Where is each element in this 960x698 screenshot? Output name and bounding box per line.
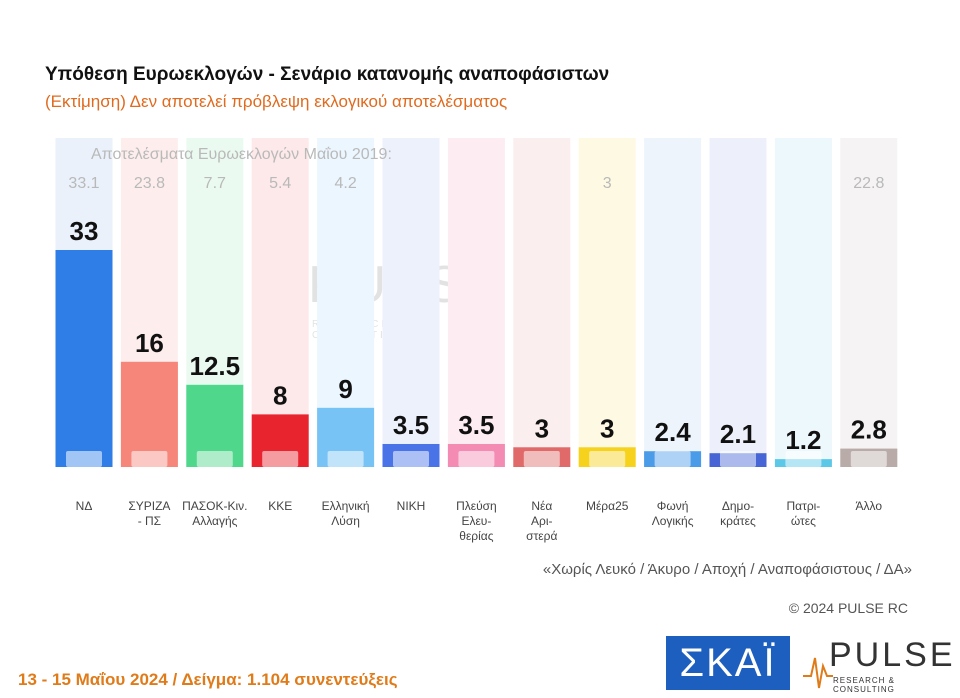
column-background — [774, 138, 832, 467]
chart-subtitle: (Εκτίμηση) Δεν αποτελεί πρόβλεψη εκλογικ… — [45, 92, 508, 111]
category-label: Πλεύση Ελευ-θερίας — [456, 499, 497, 543]
copyright-text: © 2024 PULSE RC — [788, 600, 908, 616]
previous-result-label: 5.4 — [269, 175, 291, 192]
party-logo-icon — [523, 451, 560, 467]
party-logo-icon — [327, 451, 364, 467]
previous-result-label: 23.8 — [134, 175, 165, 192]
party-logo-icon — [654, 451, 691, 467]
party-logo-icon — [785, 451, 822, 467]
category-label: ΣΥΡΙΖΑ - ΠΣ — [128, 499, 170, 528]
party-logo-icon — [458, 451, 495, 467]
value-label: 2.1 — [720, 419, 756, 449]
party-logo-icon — [66, 451, 102, 467]
column-background — [578, 138, 636, 467]
value-label: 3.5 — [393, 410, 429, 440]
category-label: Φωνή Λογικής — [652, 499, 694, 528]
category-label: ΚΚΕ — [268, 499, 292, 513]
value-label: 2.8 — [851, 415, 887, 445]
party-logo-icon — [720, 451, 756, 467]
previous-result-label: 7.7 — [204, 175, 226, 192]
exclusion-note: «Χωρίς Λευκό / Άκυρο / Αποχή / Αναποφάσι… — [542, 561, 912, 578]
category-label: Πατρι-ώτες — [786, 499, 820, 528]
category-label: Δημο-κράτες — [720, 499, 756, 528]
column-background — [447, 138, 505, 467]
column-background — [840, 138, 898, 467]
party-logo-icon — [850, 451, 887, 467]
previous-result-label: 22.8 — [853, 175, 884, 192]
value-label: 8 — [273, 380, 287, 410]
party-logo-icon — [589, 451, 626, 467]
value-label: 1.2 — [785, 425, 821, 455]
party-logo-icon — [393, 451, 429, 467]
category-label: Άλλο — [856, 499, 883, 513]
party-logo-icon — [196, 451, 233, 467]
value-label: 33 — [70, 216, 99, 246]
bar — [120, 361, 178, 467]
previous-result-label: 33.1 — [68, 175, 99, 192]
value-label: 9 — [338, 374, 352, 404]
previous-result-label: 4.2 — [334, 175, 356, 192]
value-label: 12.5 — [189, 351, 240, 381]
category-label: Ελληνική Λύση — [322, 499, 370, 528]
pulse-logo-sub: RESEARCH & CONSULTING — [833, 676, 896, 694]
column-background — [644, 138, 702, 467]
column-background — [513, 138, 571, 467]
previous-result-label: 3 — [603, 175, 612, 192]
survey-dates-sample: 13 - 15 Μαΐου 2024 / Δείγμα: 1.104 συνεν… — [18, 670, 398, 689]
value-label: 3 — [600, 413, 614, 443]
value-label: 3.5 — [458, 410, 494, 440]
value-label: 3 — [535, 413, 549, 443]
category-label: Μέρα25 — [586, 499, 629, 513]
party-logo-icon — [262, 451, 299, 467]
previous-results-label: Αποτελέσματα Ευρωεκλογών Μαΐου 2019: — [91, 146, 392, 163]
column-background — [382, 138, 440, 467]
bar — [55, 250, 113, 467]
value-label: 2.4 — [655, 417, 692, 447]
column-background — [709, 138, 767, 467]
chart-title: Υπόθεση Ευρωεκλογών - Σενάριο κατανομής … — [45, 64, 610, 85]
category-label: ΠΑΣΟΚ-Κιν. Αλλαγής — [182, 499, 247, 528]
category-label: ΝΔ — [76, 499, 93, 513]
party-logo-icon — [131, 451, 168, 467]
pulse-wave-icon — [803, 657, 833, 689]
pulse-logo-word: PULSE — [829, 636, 956, 674]
value-label: 16 — [135, 328, 164, 358]
skai-logo: ΣΚΑΪ — [666, 636, 790, 690]
pulse-logo: PULSE RESEARCH & CONSULTING — [803, 636, 953, 694]
column-background — [251, 138, 309, 467]
category-label: Νέα Αρι-στερά — [526, 499, 557, 543]
category-label: ΝΙΚΗ — [397, 499, 426, 513]
